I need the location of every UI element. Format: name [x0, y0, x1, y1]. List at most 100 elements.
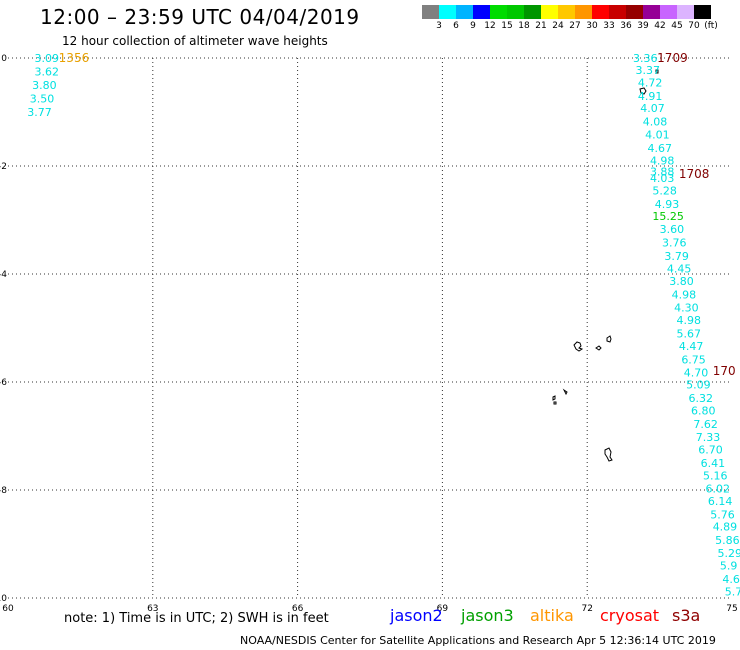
- island-outline: [604, 447, 613, 462]
- wave-height-value: 3.37: [635, 64, 660, 77]
- pass-time-label: 1356: [59, 51, 90, 65]
- scale-label: (ft): [704, 21, 718, 31]
- wave-height-value: 5.09: [686, 379, 711, 392]
- island-outline: [639, 87, 647, 95]
- wave-height-color-scale: [422, 5, 711, 19]
- wave-height-value: 3.36: [633, 52, 658, 65]
- scale-label: 15: [501, 21, 513, 31]
- pass-time-label: 1709: [657, 51, 688, 65]
- wave-height-value: 4.98: [672, 289, 697, 302]
- page-title: 12:00 – 23:59 UTC 04/04/2019: [40, 5, 360, 29]
- wave-height-value: 4.98: [676, 314, 701, 327]
- wave-height-value: 4.08: [643, 116, 668, 129]
- island-outline: [552, 395, 557, 405]
- scale-label: 42: [654, 21, 666, 31]
- island-outline: [595, 345, 602, 351]
- wave-height-value: 5.29: [718, 547, 740, 560]
- island-outline: [606, 335, 612, 343]
- scale-label: 3: [436, 21, 442, 31]
- scale-label: 39: [637, 21, 649, 31]
- wave-height-value: 3.80: [32, 79, 57, 92]
- wave-height-value: 6.75: [681, 353, 706, 366]
- wave-height-value: 5.9: [720, 560, 738, 573]
- wave-height-value: 4.6: [722, 573, 740, 586]
- wave-height-value: 6.41: [701, 457, 726, 470]
- island-outline: [655, 69, 659, 74]
- lat-tick-label: -6: [0, 378, 7, 388]
- wave-height-value: 4.67: [648, 142, 673, 155]
- scale-swatch: [439, 5, 456, 19]
- scale-swatch: [558, 5, 575, 19]
- wave-height-value: 3.79: [664, 250, 689, 263]
- units-note: note: 1) Time is in UTC; 2) SWH is in fe…: [64, 611, 329, 626]
- wave-height-value: 6.02: [705, 482, 730, 495]
- scale-swatch: [473, 5, 490, 19]
- credit-line: NOAA/NESDIS Center for Satellite Applica…: [240, 634, 716, 647]
- wave-height-value: 6.32: [689, 392, 714, 405]
- scale-swatch: [575, 5, 592, 19]
- lat-tick-label: 0: [1, 54, 7, 64]
- wave-height-value: 4.07: [640, 102, 665, 115]
- wave-height-value: 4.47: [679, 340, 704, 353]
- lat-tick-label: -8: [0, 486, 7, 496]
- lon-tick-label: 72: [581, 604, 592, 614]
- scale-label: 70: [688, 21, 700, 31]
- scale-swatch: [660, 5, 677, 19]
- wave-height-value: 3.60: [660, 223, 685, 236]
- scale-label: 24: [552, 21, 564, 31]
- scale-swatch: [456, 5, 473, 19]
- lon-tick-label: 69: [437, 604, 449, 614]
- wave-height-value: 5.67: [676, 327, 701, 340]
- wave-height-value: 3.77: [27, 106, 52, 119]
- scale-swatch: [592, 5, 609, 19]
- wave-height-value: 3.76: [662, 237, 687, 250]
- wave-height-value: 4.70: [684, 366, 709, 379]
- scale-swatch: [626, 5, 643, 19]
- wave-height-value: 3.80: [669, 275, 694, 288]
- wave-height-value: 4.01: [645, 129, 670, 142]
- wave-height-value: 3.88: [650, 165, 675, 178]
- wave-height-value: 3.62: [35, 66, 60, 79]
- lat-tick-label: -2: [0, 162, 7, 172]
- island-outline: [562, 388, 568, 396]
- lat-tick-label: -4: [0, 270, 7, 280]
- lon-tick-label: 75: [726, 604, 737, 614]
- scale-swatch: [524, 5, 541, 19]
- scale-label: 45: [671, 21, 683, 31]
- wave-height-value: 5.28: [652, 184, 677, 197]
- wave-height-value: 3.50: [30, 93, 55, 106]
- wave-height-value: 6.80: [691, 405, 716, 418]
- scale-label: 6: [453, 21, 459, 31]
- wave-height-value: 7.33: [696, 431, 721, 444]
- wave-height-value: 3.09: [35, 52, 60, 65]
- satellite-legend-item: cryosat: [600, 606, 660, 625]
- scale-swatch: [643, 5, 660, 19]
- lon-tick-label: 66: [292, 604, 304, 614]
- scale-label: 33: [603, 21, 615, 31]
- scale-label: 27: [569, 21, 581, 31]
- wave-height-value: 4.98: [650, 155, 675, 168]
- satellite-legend-item: jason2: [390, 606, 443, 625]
- scale-swatch: [694, 5, 711, 19]
- scale-swatch: [422, 5, 439, 19]
- scale-label: 36: [620, 21, 632, 31]
- wave-height-value: 7.62: [693, 418, 718, 431]
- scale-swatch: [677, 5, 694, 19]
- wave-height-value: 5.7: [725, 586, 740, 599]
- pass-time-label: 170: [713, 364, 736, 378]
- satellite-legend-item: s3a: [672, 606, 701, 625]
- scale-swatch: [541, 5, 558, 19]
- scale-label: 30: [586, 21, 598, 31]
- scale-swatch: [609, 5, 626, 19]
- wave-height-value: 4.91: [638, 90, 663, 103]
- scale-swatch: [507, 5, 524, 19]
- scale-label: 9: [470, 21, 476, 31]
- scale-label: 21: [535, 21, 547, 31]
- island-outline: [573, 341, 584, 352]
- scale-label: 18: [518, 21, 530, 31]
- satellite-legend-item: altika: [530, 606, 574, 625]
- wave-height-value: 4.03: [650, 172, 675, 185]
- lon-tick-label: 60: [2, 604, 14, 614]
